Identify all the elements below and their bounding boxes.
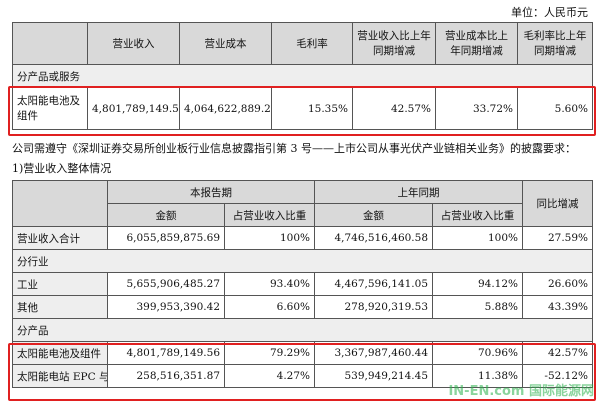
cell-yoy: 42.57% [522, 341, 593, 365]
header-margin-yoy: 毛利率比上年同期增减 [517, 22, 593, 65]
header-gross-margin: 毛利率 [271, 22, 353, 65]
cell-revenue: 4,801,789,149.56 [87, 87, 180, 130]
cell-yoy: -52.12% [522, 364, 593, 388]
watermark-logo: IN-EN.com 国际能源网 [448, 384, 594, 399]
cell-share-prior: 5.88% [432, 295, 523, 319]
section-heading: 1)营业收入整体情况 [12, 162, 112, 175]
header-cost-yoy: 营业成本比上年同期增减 [435, 22, 518, 65]
section-label: 分产品 [12, 318, 593, 342]
highlight-box [8, 343, 596, 401]
cell-amount-prior: 3,367,987,460.44 [314, 341, 433, 365]
cell-amount: 6,055,859,875.69 [107, 226, 225, 250]
section-label: 分行业 [12, 249, 593, 273]
header-blank [12, 180, 108, 227]
cell-yoy: 27.59% [522, 226, 593, 250]
cell-amount-prior: 4,746,516,460.58 [314, 226, 433, 250]
cell-cost-yoy: 33.72% [435, 87, 518, 130]
header-share-prior: 占营业收入比重 [432, 203, 523, 227]
header-cell-blank [12, 22, 88, 65]
row-label: 工业 [12, 272, 108, 296]
row-label: 其他 [12, 295, 108, 319]
cell-share-prior: 11.38% [432, 364, 523, 388]
header-yoy: 同比增减 [522, 180, 593, 227]
cell-share: 100% [224, 226, 315, 250]
table-row: 工业 5,655,906,485.27 93.40% 4,467,596,141… [12, 272, 593, 296]
cell-amount: 258,516,351.87 [107, 364, 225, 388]
table-row: 太阳能电池及组件 4,801,789,149.56 79.29% 3,367,9… [12, 341, 593, 365]
unit-note: 单位：人民币元 [511, 6, 588, 19]
cell-share: 93.40% [224, 272, 315, 296]
cell-gross-margin: 15.35% [271, 87, 353, 130]
cell-amount-prior: 278,920,319.53 [314, 295, 433, 319]
highlight-box [8, 86, 596, 136]
cell-margin-yoy: 5.60% [517, 87, 593, 130]
cell-cost: 4,064,622,889.29 [179, 87, 272, 130]
table-row: 太阳能电池及组件 4,801,789,149.56 4,064,622,889.… [12, 87, 593, 130]
row-label: 营业收入合计 [12, 226, 108, 250]
cell-amount-prior: 4,467,596,141.05 [314, 272, 433, 296]
cell-share: 6.60% [224, 295, 315, 319]
header-revenue: 营业收入 [87, 22, 180, 65]
header-revenue-yoy: 营业收入比上年同期增减 [352, 22, 436, 65]
segment-table: 营业收入 营业成本 毛利率 营业收入比上年同期增减 营业成本比上年同期增减 毛利… [12, 22, 593, 130]
header-amount-prior: 金额 [314, 203, 433, 227]
cell-yoy: 26.60% [522, 272, 593, 296]
disclosure-paragraph: 公司需遵守《深圳证券交易所创业板行业信息披露指引第 3 号——上市公司从事光伏产… [12, 142, 576, 155]
header-amount: 金额 [107, 203, 225, 227]
revenue-table: 本报告期 上年同期 同比增减 金额 占营业收入比重 金额 占营业收入比重 营业收… [12, 180, 593, 388]
cell-revenue-yoy: 42.57% [352, 87, 436, 130]
cell-amount: 4,801,789,149.56 [107, 341, 225, 365]
cell-share-prior: 94.12% [432, 272, 523, 296]
section-label: 分产品或服务 [12, 64, 593, 88]
table-row: 营业收入合计 6,055,859,875.69 100% 4,746,516,4… [12, 226, 593, 250]
cell-amount-prior: 539,949,214.45 [314, 364, 433, 388]
table-row: 太阳能电站 EPC 与 258,516,351.87 4.27% 539,949… [12, 364, 593, 388]
header-share: 占营业收入比重 [224, 203, 315, 227]
header-prior-period: 上年同期 [314, 180, 523, 204]
table-row: 其他 399,953,390.42 6.60% 278,920,319.53 5… [12, 295, 593, 319]
cell-amount: 399,953,390.42 [107, 295, 225, 319]
header-cost: 营业成本 [179, 22, 272, 65]
cell-share-prior: 100% [432, 226, 523, 250]
cell-share-prior: 70.96% [432, 341, 523, 365]
cell-share: 4.27% [224, 364, 315, 388]
cell-amount: 5,655,906,485.27 [107, 272, 225, 296]
cell-yoy: 43.39% [522, 295, 593, 319]
header-current-period: 本报告期 [107, 180, 315, 204]
row-label: 太阳能电站 EPC 与 [12, 364, 108, 388]
